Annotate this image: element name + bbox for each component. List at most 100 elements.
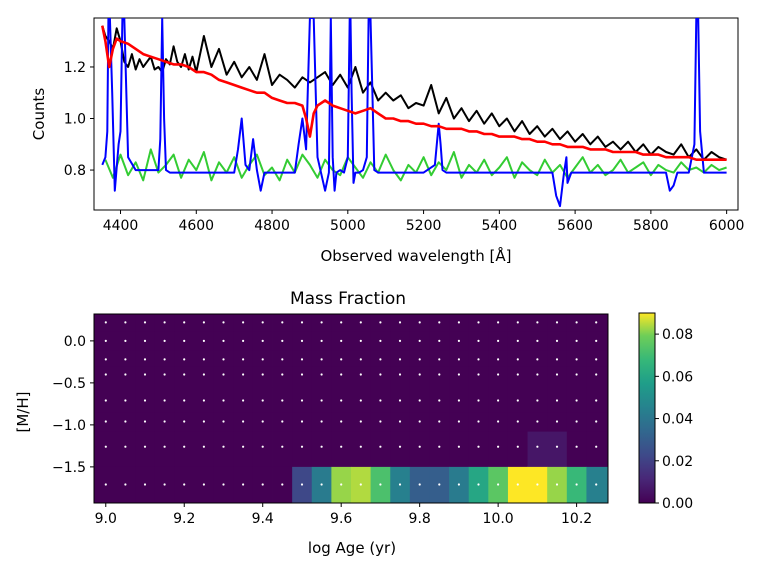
heatmap-cell (135, 431, 156, 468)
heatmap-cell (194, 366, 215, 388)
grid-dot (183, 445, 186, 448)
grid-dot (202, 483, 205, 486)
grid-dot (418, 445, 421, 448)
grid-dot (202, 399, 205, 402)
heatmap-cell (94, 366, 116, 388)
grid-dot (104, 420, 107, 423)
grid-dot (438, 420, 441, 423)
grid-dot (477, 339, 480, 342)
grid-dot (575, 399, 578, 402)
x-tick-label: 9.8 (409, 511, 431, 527)
heatmap-cell (174, 431, 195, 468)
grid-dot (124, 445, 127, 448)
grid-dot (398, 373, 402, 376)
heatmap-cell (409, 366, 430, 388)
heatmap-cell (115, 431, 136, 468)
grid-dot (536, 321, 539, 324)
grid-dot (163, 420, 166, 423)
grid-dot (143, 358, 147, 361)
grid-dot (124, 420, 127, 423)
heatmap-cell (586, 412, 609, 432)
spectrum-x-ticks: 4400 4600 4800 5000 5200 5400 5600 5800 6000 (103, 210, 745, 234)
grid-dot (379, 321, 382, 324)
grid-dot (418, 373, 421, 376)
grid-dot (575, 339, 578, 342)
grid-dot (398, 399, 402, 402)
heatmap-cell (311, 431, 332, 468)
x-tick-label: 9.0 (95, 511, 117, 527)
grid-dot (320, 420, 323, 423)
x-tick-label: 4800 (254, 218, 290, 234)
grid-dot (595, 373, 598, 376)
grid-dot (143, 445, 147, 448)
grid-dot (222, 358, 225, 361)
grid-dot (418, 420, 421, 423)
grid-dot (124, 339, 127, 342)
grid-dot (477, 483, 480, 486)
grid-dot (104, 445, 107, 448)
grid-dot (261, 358, 264, 361)
y-tick-label: 1.2 (64, 60, 86, 76)
grid-dot (457, 358, 460, 361)
grid-dot (320, 483, 323, 486)
heatmap-cell (468, 366, 489, 388)
grid-dot (222, 321, 225, 324)
grid-dot (281, 483, 284, 486)
spectrum-line-model-fit (101, 25, 727, 161)
grid-dot (379, 358, 382, 361)
grid-dot (516, 339, 519, 342)
heatmap-x-label: log Age (yr) (308, 539, 396, 557)
grid-dot (438, 483, 441, 486)
colorbar: 0.00 0.02 0.04 0.06 0.08 (638, 312, 693, 512)
grid-dot (202, 373, 205, 376)
grid-dot (575, 358, 578, 361)
grid-dot (438, 445, 441, 448)
grid-dot (183, 483, 186, 486)
grid-dot (143, 399, 147, 402)
colorbar-ticks: 0.00 0.02 0.04 0.06 0.08 (655, 327, 693, 512)
grid-dot (104, 339, 107, 342)
grid-dot (300, 399, 304, 402)
heatmap-cell (566, 431, 587, 468)
spectrum-series (101, 18, 727, 208)
heatmap-cell (292, 431, 313, 468)
grid-dot (418, 321, 421, 324)
grid-dot (516, 420, 519, 423)
heatmap-cell (311, 366, 332, 388)
grid-dot (320, 339, 323, 342)
x-tick-label: 5400 (482, 218, 518, 234)
grid-dot (536, 445, 539, 448)
grid-dot (457, 399, 460, 402)
grid-dot (555, 321, 559, 324)
grid-dot (340, 321, 343, 324)
grid-dot (124, 483, 127, 486)
heatmap-cell (370, 431, 391, 468)
grid-dot (163, 445, 166, 448)
x-tick-label: 4400 (103, 218, 139, 234)
heatmap-plot-area (93, 313, 609, 504)
heatmap-cell (488, 431, 509, 468)
grid-dot (183, 399, 186, 402)
grid-dot (359, 445, 362, 448)
grid-dot (438, 321, 441, 324)
x-tick-label: 5800 (633, 218, 669, 234)
colorbar-tick-label: 0.08 (662, 327, 693, 343)
grid-dot (516, 373, 519, 376)
grid-dot (320, 321, 323, 324)
grid-dot (242, 483, 245, 486)
x-tick-label: 6000 (709, 218, 745, 234)
heatmap-cell (154, 431, 175, 468)
grid-dot (575, 321, 578, 324)
x-tick-label: 5600 (557, 218, 593, 234)
grid-dot (202, 321, 205, 324)
heatmap-cell (488, 366, 509, 388)
grid-dot (320, 445, 323, 448)
grid-dot (242, 445, 245, 448)
grid-dot (595, 420, 598, 423)
spectrum-x-label: Observed wavelength [Å] (320, 246, 511, 265)
heatmap-cell (390, 366, 411, 388)
grid-dot (477, 358, 480, 361)
heatmap-title: Mass Fraction (290, 289, 406, 309)
grid-dot (261, 420, 264, 423)
